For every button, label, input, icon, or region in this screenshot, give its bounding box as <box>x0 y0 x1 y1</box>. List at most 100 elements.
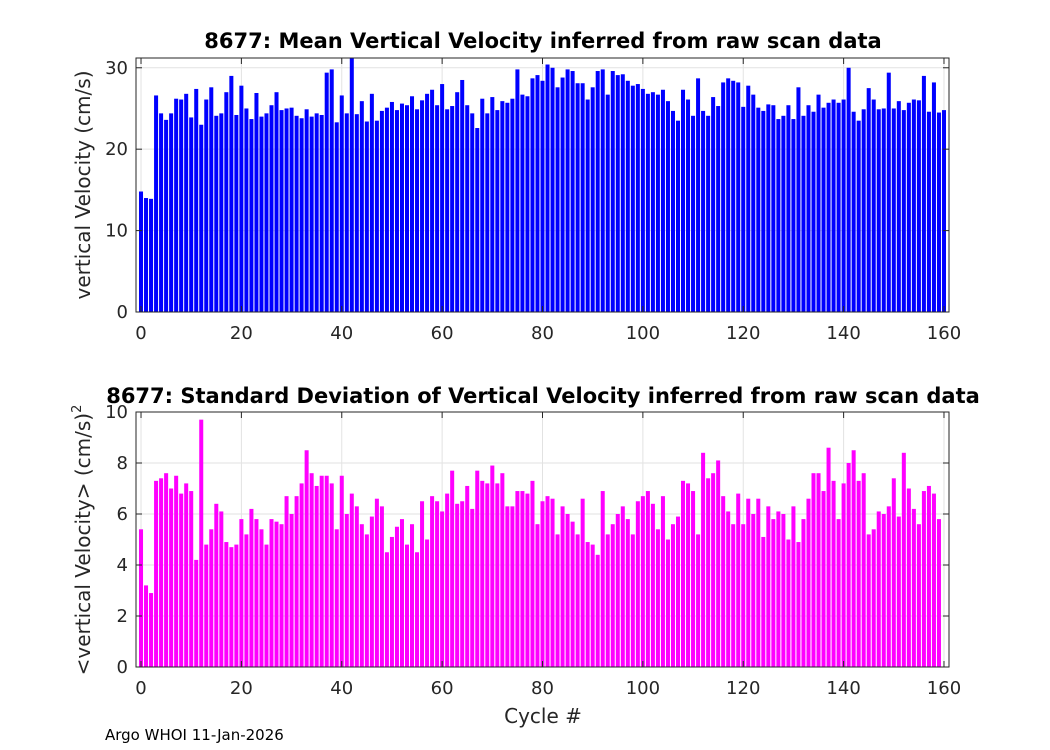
bar <box>445 493 450 667</box>
bar <box>681 89 686 312</box>
bar <box>490 97 495 312</box>
bar <box>811 111 816 312</box>
bar <box>575 83 580 312</box>
bar <box>254 93 259 312</box>
bar <box>139 529 144 667</box>
bar <box>615 75 620 312</box>
bar <box>369 516 374 667</box>
bar <box>756 107 761 313</box>
bar <box>726 511 731 667</box>
bar <box>274 521 279 667</box>
bar <box>389 536 394 667</box>
bar <box>535 524 540 667</box>
bar <box>294 496 299 667</box>
bar <box>430 496 435 667</box>
bar <box>881 514 886 667</box>
bar <box>410 524 415 667</box>
bar <box>309 116 314 312</box>
bar <box>706 115 711 312</box>
bar <box>610 524 615 667</box>
bar <box>515 491 520 667</box>
bar <box>781 115 786 312</box>
y-tick-label: 2 <box>117 606 128 627</box>
bar <box>555 87 560 312</box>
bar <box>535 75 540 312</box>
bar <box>686 99 691 313</box>
bar <box>645 491 650 667</box>
bar <box>791 119 796 312</box>
bar <box>154 95 159 312</box>
bar <box>605 534 610 667</box>
chart-title: 8677: Mean Vertical Velocity inferred fr… <box>204 29 881 53</box>
bar <box>726 78 731 312</box>
bar <box>686 483 691 667</box>
bar <box>771 105 776 312</box>
bar <box>214 503 219 667</box>
bar <box>936 519 941 667</box>
bar <box>831 480 836 667</box>
bar <box>204 544 209 667</box>
bar <box>746 85 751 312</box>
bar <box>600 491 605 667</box>
bar <box>450 106 455 313</box>
y-axis-label-text: <vertical Velocity> (cm/s) <box>71 413 95 676</box>
mean-velocity-chart: 0 20 40 60 80 100 120 140 160 0 10 20 30 8677: Mean … <box>71 29 961 344</box>
x-tick-label: 20 <box>230 678 253 699</box>
bar <box>344 514 349 667</box>
bar <box>384 107 389 313</box>
bar <box>575 534 580 667</box>
bar <box>224 92 229 312</box>
bar <box>605 94 610 312</box>
bar <box>475 128 480 312</box>
bar <box>706 478 711 667</box>
bar <box>565 514 570 667</box>
bar <box>249 508 254 667</box>
bar <box>229 547 234 667</box>
bar <box>314 113 319 312</box>
bar <box>159 113 164 312</box>
bar <box>570 71 575 313</box>
bar <box>580 83 585 312</box>
bar <box>786 539 791 667</box>
bar <box>470 508 475 667</box>
bar <box>741 524 746 667</box>
bar <box>851 111 856 312</box>
bar <box>284 496 289 667</box>
bar <box>264 113 269 312</box>
bar <box>425 93 430 312</box>
bar <box>374 498 379 667</box>
bar <box>906 488 911 667</box>
bar <box>620 74 625 313</box>
bar <box>721 496 726 667</box>
bar <box>650 92 655 312</box>
bar <box>475 470 480 667</box>
bar <box>194 88 199 312</box>
bar <box>931 493 936 667</box>
bar <box>896 516 901 667</box>
bar <box>450 470 455 667</box>
bar <box>354 506 359 667</box>
bar <box>520 94 525 312</box>
bar <box>214 115 219 312</box>
bar <box>194 559 199 667</box>
bar <box>174 475 179 667</box>
bar <box>791 506 796 667</box>
bar <box>279 110 284 312</box>
bar <box>259 529 264 667</box>
x-tick-label: 160 <box>927 323 961 344</box>
bar <box>625 519 630 667</box>
bar <box>339 475 344 667</box>
bar <box>821 107 826 313</box>
bar <box>304 450 309 667</box>
x-tick-label: 40 <box>330 323 353 344</box>
bar <box>394 526 399 667</box>
bar <box>916 100 921 312</box>
bar <box>640 496 645 667</box>
bar <box>816 473 821 667</box>
bar <box>866 534 871 667</box>
bar <box>520 491 525 667</box>
bar <box>189 491 194 667</box>
bar <box>731 80 736 313</box>
bar <box>781 514 786 667</box>
bar <box>184 93 189 312</box>
